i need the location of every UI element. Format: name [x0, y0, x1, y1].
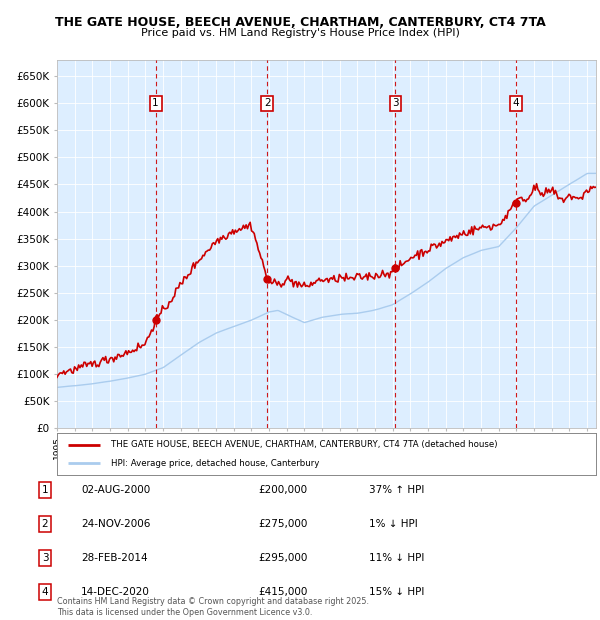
- Text: 3: 3: [41, 553, 49, 563]
- Text: £200,000: £200,000: [258, 485, 307, 495]
- Text: 37% ↑ HPI: 37% ↑ HPI: [369, 485, 424, 495]
- Text: THE GATE HOUSE, BEECH AVENUE, CHARTHAM, CANTERBURY, CT4 7TA: THE GATE HOUSE, BEECH AVENUE, CHARTHAM, …: [55, 16, 545, 29]
- Text: 1: 1: [152, 99, 159, 108]
- Text: 4: 4: [41, 587, 49, 597]
- Text: 11% ↓ HPI: 11% ↓ HPI: [369, 553, 424, 563]
- Text: £295,000: £295,000: [258, 553, 307, 563]
- Text: 15% ↓ HPI: 15% ↓ HPI: [369, 587, 424, 597]
- Text: £415,000: £415,000: [258, 587, 307, 597]
- Text: Contains HM Land Registry data © Crown copyright and database right 2025.
This d: Contains HM Land Registry data © Crown c…: [57, 598, 369, 617]
- Text: 2: 2: [41, 519, 49, 529]
- Text: 2: 2: [264, 99, 271, 108]
- Text: 4: 4: [512, 99, 519, 108]
- Text: 24-NOV-2006: 24-NOV-2006: [81, 519, 151, 529]
- Text: 14-DEC-2020: 14-DEC-2020: [81, 587, 150, 597]
- Text: HPI: Average price, detached house, Canterbury: HPI: Average price, detached house, Cant…: [111, 459, 319, 467]
- Text: 1% ↓ HPI: 1% ↓ HPI: [369, 519, 418, 529]
- Text: 1: 1: [41, 485, 49, 495]
- Text: £275,000: £275,000: [258, 519, 307, 529]
- Text: 02-AUG-2000: 02-AUG-2000: [81, 485, 150, 495]
- Text: 28-FEB-2014: 28-FEB-2014: [81, 553, 148, 563]
- Text: THE GATE HOUSE, BEECH AVENUE, CHARTHAM, CANTERBURY, CT4 7TA (detached house): THE GATE HOUSE, BEECH AVENUE, CHARTHAM, …: [111, 440, 497, 450]
- Text: Price paid vs. HM Land Registry's House Price Index (HPI): Price paid vs. HM Land Registry's House …: [140, 28, 460, 38]
- Text: 3: 3: [392, 99, 399, 108]
